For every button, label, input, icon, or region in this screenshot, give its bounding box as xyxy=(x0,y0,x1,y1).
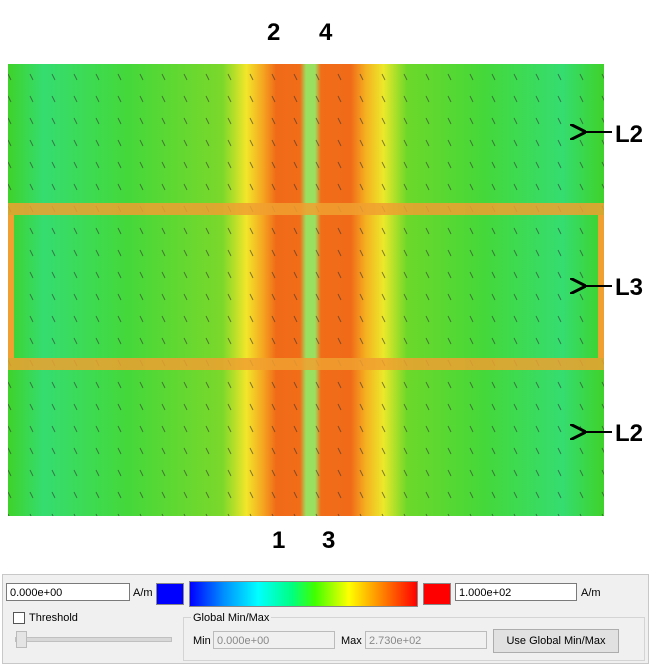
global-max-field: 2.730e+02 xyxy=(365,631,487,649)
unit-label: A/m xyxy=(133,587,153,599)
min-color-swatch[interactable] xyxy=(156,583,184,605)
port-label: 1 xyxy=(272,527,286,554)
global-min-field: 0.000e+00 xyxy=(213,631,335,649)
layer-label: L2 xyxy=(615,121,644,148)
min-input[interactable]: 0.000e+00 xyxy=(6,583,130,601)
slider-handle[interactable] xyxy=(16,631,27,648)
port-label: 3 xyxy=(322,527,336,554)
use-global-button[interactable]: Use Global Min/Max xyxy=(493,629,619,653)
threshold-checkbox[interactable] xyxy=(13,612,25,624)
unit-label: A/m xyxy=(581,587,601,599)
max-color-swatch[interactable] xyxy=(423,583,451,605)
min-label: Min xyxy=(193,635,211,647)
layer-boundary xyxy=(8,358,604,370)
group-title: Global Min/Max xyxy=(191,611,272,625)
threshold-label: Threshold xyxy=(29,612,78,624)
layer-label: L2 xyxy=(615,420,644,447)
field-view xyxy=(8,64,612,516)
color-scale-panel: 0.000e+00 A/m 1.000e+02 A/m Threshold Gl… xyxy=(2,574,649,664)
layer-label: L3 xyxy=(615,274,644,301)
global-group-box xyxy=(183,617,645,661)
vector-arrows xyxy=(8,64,604,516)
threshold-slider[interactable] xyxy=(15,637,172,642)
layer-edge xyxy=(8,215,14,358)
port-label: 2 xyxy=(267,19,281,46)
port-label: 4 xyxy=(319,19,333,46)
max-label: Max xyxy=(341,635,362,647)
color-bar xyxy=(189,581,418,607)
max-input[interactable]: 1.000e+02 xyxy=(455,583,577,601)
layer-boundary xyxy=(8,203,604,215)
